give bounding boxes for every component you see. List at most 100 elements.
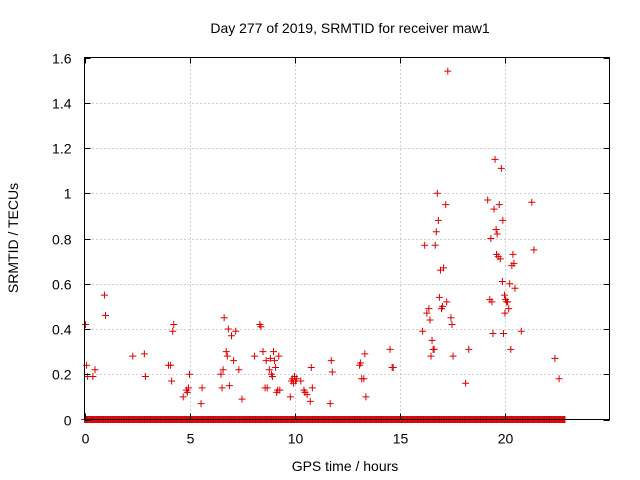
data-point — [219, 366, 227, 374]
data-point — [263, 384, 271, 392]
data-point — [517, 327, 525, 335]
data-point — [447, 314, 455, 322]
x-tick-label: 10 — [288, 431, 304, 447]
data-point — [271, 357, 279, 365]
data-point — [220, 314, 228, 322]
x-tick-label: 20 — [498, 431, 514, 447]
x-tick-label: 15 — [393, 431, 409, 447]
data-point — [276, 386, 284, 394]
data-point — [238, 395, 246, 403]
data-point — [465, 345, 473, 353]
y-tick-label: 0 — [64, 413, 72, 429]
data-point — [307, 363, 315, 371]
data-point — [297, 377, 305, 385]
data-point — [232, 327, 240, 335]
data-point — [184, 384, 192, 392]
data-point — [442, 201, 450, 209]
data-point — [501, 309, 509, 317]
y-tick-label: 1 — [64, 186, 72, 202]
data-point — [228, 332, 235, 340]
data-point — [501, 291, 508, 299]
data-point — [444, 67, 452, 75]
data-point — [257, 323, 265, 331]
data-point — [530, 246, 538, 254]
data-point — [266, 354, 274, 362]
data-point — [431, 241, 439, 249]
data-point — [448, 320, 456, 328]
data-point — [262, 357, 270, 365]
y-tick-labels: 0 0.2 0.4 0.6 0.8 1 1.2 1.4 1.6 — [52, 51, 72, 429]
x-tick-label: 5 — [187, 431, 195, 447]
data-point — [100, 291, 108, 299]
data-point — [426, 316, 434, 324]
data-point — [490, 205, 498, 213]
y-tick-label: 1.2 — [52, 141, 72, 157]
data-point — [489, 330, 497, 338]
grid-lines — [84, 57, 610, 420]
x-tick-label: 0 — [82, 431, 90, 447]
data-point — [91, 366, 99, 374]
data-point — [167, 361, 175, 369]
data-point — [423, 309, 431, 317]
data-point — [179, 393, 187, 401]
data-point — [440, 264, 448, 272]
data-point — [170, 320, 178, 328]
data-point — [268, 373, 276, 381]
data-point — [218, 384, 226, 392]
data-point — [251, 352, 259, 360]
data-point — [509, 250, 517, 258]
y-tick-label: 0.4 — [52, 322, 72, 338]
data-point — [528, 198, 536, 206]
x-axis-label: GPS time / hours — [292, 458, 399, 474]
y-tick-label: 1.6 — [52, 51, 72, 67]
data-point — [435, 293, 443, 301]
data-point — [434, 216, 442, 224]
data-point — [507, 345, 515, 353]
data-point — [326, 400, 334, 408]
data-point — [129, 352, 137, 360]
data-point — [492, 225, 500, 233]
data-point — [551, 354, 559, 362]
data-point — [140, 350, 148, 358]
data-point — [230, 357, 238, 365]
data-point — [511, 284, 519, 292]
data-point — [327, 357, 335, 365]
y-tick-label: 0.8 — [52, 232, 72, 248]
data-point — [433, 189, 441, 197]
data-point — [497, 164, 505, 172]
data-point — [421, 241, 429, 249]
data-point — [495, 201, 503, 209]
data-point — [303, 391, 311, 399]
data-point — [488, 298, 496, 306]
data-point — [223, 352, 231, 360]
data-point — [82, 320, 90, 328]
data-point — [506, 280, 514, 288]
data-point — [225, 382, 233, 390]
data-point — [272, 363, 280, 371]
data-point — [141, 373, 149, 381]
data-point — [498, 277, 506, 285]
y-tick-label: 1.4 — [52, 96, 72, 112]
data-point — [89, 373, 97, 381]
x-tick-labels: 0 5 10 15 20 — [82, 431, 514, 447]
data-point — [357, 359, 365, 367]
data-point — [449, 352, 457, 360]
data-point — [224, 325, 232, 333]
axis-ticks — [84, 57, 610, 421]
data-point — [362, 393, 370, 401]
data-point — [197, 400, 205, 408]
data-point — [186, 370, 193, 378]
data-point — [439, 302, 447, 310]
data-point — [265, 366, 273, 374]
data-point — [270, 348, 277, 356]
data-point — [425, 305, 433, 313]
data-point — [259, 348, 267, 356]
data-point — [505, 305, 513, 313]
data-point — [169, 327, 177, 335]
data-point — [499, 330, 507, 338]
data-point — [491, 155, 499, 163]
data-point — [361, 350, 369, 358]
data-point — [555, 375, 563, 383]
data-points — [82, 67, 563, 408]
